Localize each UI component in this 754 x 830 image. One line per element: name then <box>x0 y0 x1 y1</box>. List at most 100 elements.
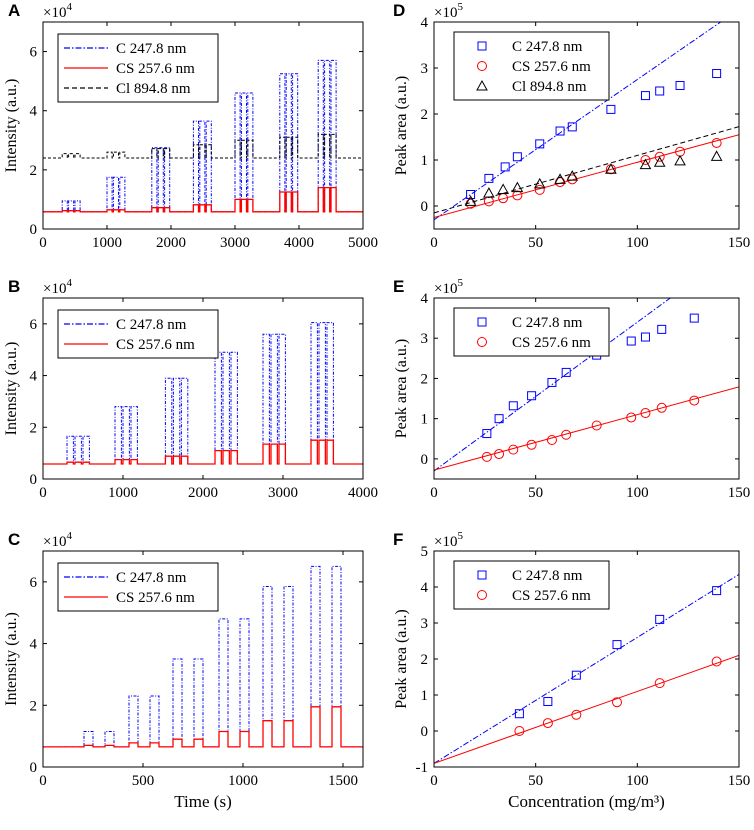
data-point <box>566 170 579 181</box>
data-point <box>612 697 622 708</box>
data-point <box>605 163 617 174</box>
data-point <box>656 402 667 413</box>
data-point <box>494 449 505 460</box>
data-point <box>674 154 686 166</box>
fit-line <box>434 386 739 471</box>
y-tick-label: 2 <box>30 163 38 179</box>
x-tick-label: 4000 <box>348 485 378 501</box>
legend-marker <box>477 590 487 600</box>
y-tick-label: 2 <box>30 698 38 714</box>
legend-marker <box>477 317 487 327</box>
exponent-label: ×105 <box>434 277 463 297</box>
legend-box <box>57 562 219 612</box>
x-tick-label: 1500 <box>328 773 358 789</box>
exponent-label: ×104 <box>43 277 72 297</box>
panel-letter: D <box>393 1 405 20</box>
legend: C 247.8 nm CS 257.6 nm <box>453 307 610 357</box>
x-tick-label: 0 <box>430 235 438 251</box>
x-tick-label: 500 <box>132 773 155 789</box>
legend: C 247.8 nm CS 257.6 nm <box>453 560 610 610</box>
axes-box <box>433 21 740 230</box>
x-tick-label: 150 <box>728 773 751 789</box>
panel-letter: E <box>393 277 404 296</box>
y-axis-label: Intensity (a.u.) <box>3 612 20 706</box>
y-tick-label: 1 <box>421 412 429 428</box>
x-tick-label: 50 <box>528 235 543 251</box>
panel-letter: A <box>8 1 20 20</box>
data-point <box>561 367 571 377</box>
exponent-label: ×104 <box>43 530 72 550</box>
data-point <box>675 80 685 90</box>
series-line-cs <box>43 439 363 465</box>
x-axis-label: Time (s) <box>174 792 231 811</box>
plot-data <box>43 322 363 465</box>
y-axis-label: Intensity (a.u.) <box>3 79 20 173</box>
y-tick-label: 1 <box>421 688 429 704</box>
data-point <box>535 139 545 149</box>
y-tick-label: 4 <box>421 580 429 596</box>
fit-line <box>434 22 722 221</box>
x-tick-label: 5000 <box>348 235 378 251</box>
exponent-power: 4 <box>66 277 72 289</box>
y-axis-label: Peak area (a.u.) <box>393 339 410 439</box>
data-point <box>512 152 522 162</box>
exponent-label: ×105 <box>434 1 463 21</box>
data-point <box>606 104 616 114</box>
y-tick-label: 0 <box>421 452 429 468</box>
legend-label: CS 257.6 nm <box>512 588 591 604</box>
legend-label: C 247.8 nm <box>512 39 583 55</box>
y-axis-label: Peak area (a.u.) <box>393 76 410 176</box>
y-tick-label: 4 <box>30 104 38 120</box>
data-point <box>526 439 537 450</box>
panel-letter: B <box>8 277 20 296</box>
data-point <box>508 444 519 455</box>
plot-data <box>43 59 363 213</box>
x-tick-label: 100 <box>626 773 649 789</box>
x-tick-label: 1000 <box>108 485 138 501</box>
panel-a: A 0 1000 2000 3000 4000 5000 0 2 4 6 ×104 Intensity … <box>3 1 378 251</box>
axes-box <box>42 21 364 230</box>
data-point <box>546 434 557 445</box>
data-point <box>657 324 667 334</box>
legend-marker <box>477 337 487 347</box>
data-point <box>464 195 477 206</box>
legend-label: CS 257.6 nm <box>512 59 591 75</box>
legend-box <box>57 309 219 359</box>
data-point <box>466 190 476 199</box>
data-point <box>571 670 581 680</box>
y-tick-label: 3 <box>421 331 429 347</box>
x-tick-label: 50 <box>528 773 543 789</box>
data-point <box>712 69 722 79</box>
y-tick-label: 1 <box>421 153 429 169</box>
legend-label: CS 257.6 nm <box>116 61 195 77</box>
data-point <box>500 162 510 172</box>
legend-label: CS 257.6 nm <box>116 590 195 606</box>
x-tick-label: 3000 <box>220 235 250 251</box>
legend-label: CS 257.6 nm <box>512 335 591 351</box>
legend-marker <box>477 41 487 51</box>
y-tick-label: 4 <box>421 15 429 31</box>
exponent-label: ×105 <box>434 530 463 550</box>
data-point <box>508 401 518 411</box>
data-point <box>547 377 557 387</box>
y-tick-label: 6 <box>30 575 38 591</box>
y-tick-label: 6 <box>30 317 38 333</box>
x-tick-label: 150 <box>728 485 751 501</box>
data-point <box>640 91 650 101</box>
legend-box <box>453 307 610 357</box>
legend-marker <box>477 570 487 580</box>
y-tick-label: 3 <box>421 61 429 77</box>
data-point <box>591 420 602 431</box>
legend-label: C 247.8 nm <box>512 315 583 331</box>
panel-letter: F <box>393 530 403 549</box>
data-point <box>514 709 524 719</box>
data-point <box>640 155 651 165</box>
x-tick-label: 3000 <box>268 485 298 501</box>
x-tick-label: 2000 <box>188 485 218 501</box>
data-point <box>481 451 492 462</box>
y-tick-label: 0 <box>421 199 429 215</box>
y-tick-label: 4 <box>30 637 38 653</box>
panel-e: E 0 50 100 150 0 1 2 3 4 ×105 Peak area (a.u.) C 247… <box>393 277 751 501</box>
data-point <box>561 429 572 440</box>
